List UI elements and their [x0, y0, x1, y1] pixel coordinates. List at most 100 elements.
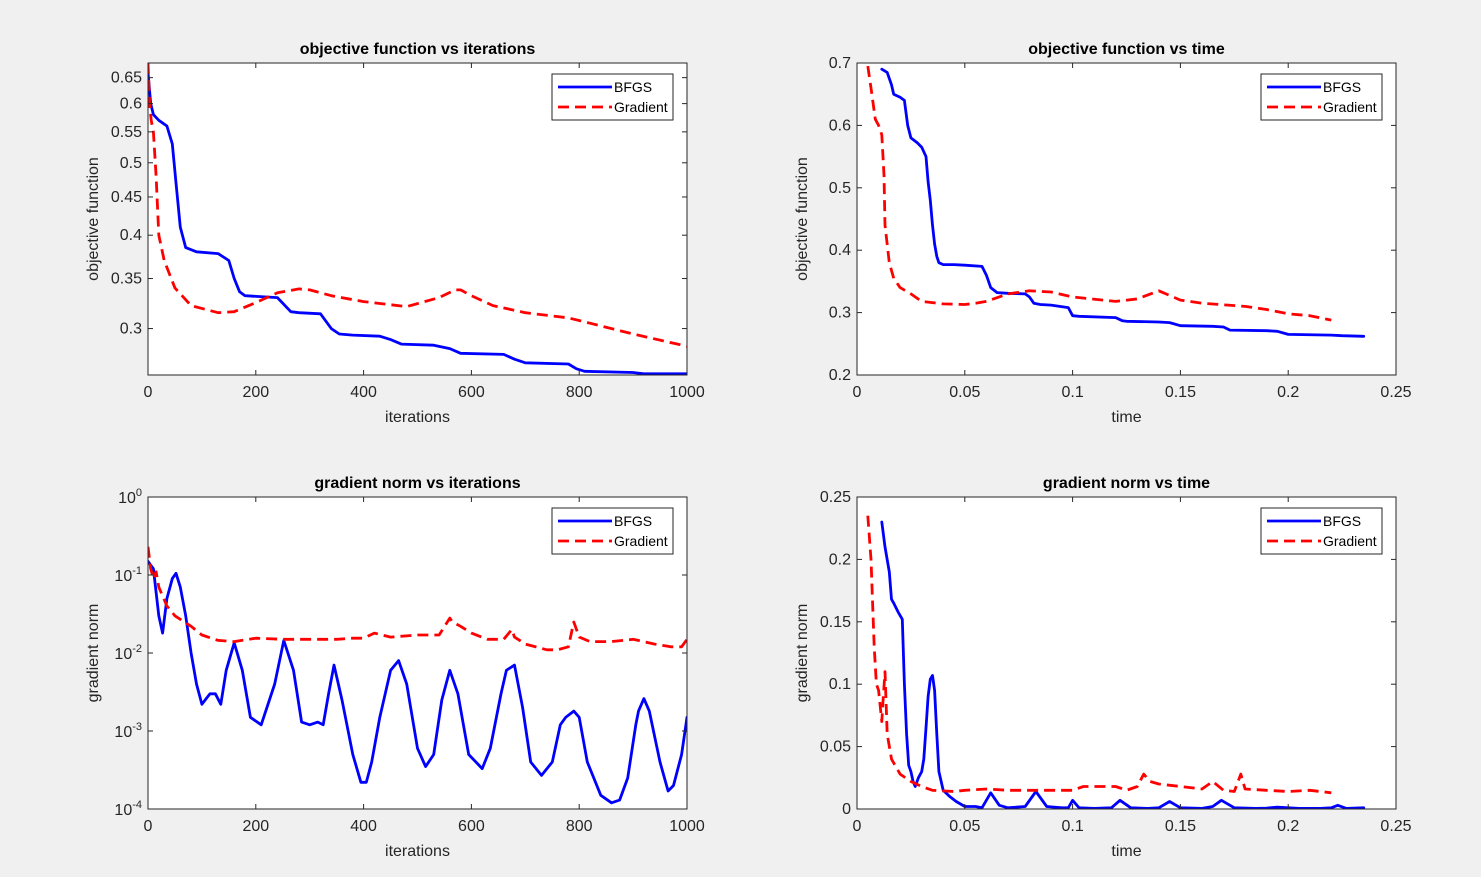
y-tick-exponent: -1 [132, 565, 142, 577]
legend-box [1260, 507, 1383, 555]
axes-box [856, 62, 1397, 376]
legend-label: BFGS [1323, 513, 1361, 529]
x-axis-label: iterations [385, 409, 450, 426]
x-tick-label: 0 [144, 384, 153, 401]
x-tick-label: 0.2 [1277, 384, 1299, 401]
y-tick-label: 10-4 [114, 799, 142, 819]
x-tick-label: 200 [242, 384, 269, 401]
legend-label: BFGS [614, 513, 652, 529]
y-axis-label: objective function [85, 157, 102, 281]
subplot-objective-vs-time: 0 0.05 0.1 0.15 0.2 0.25 0.2 0.3 0.4 0.5 0.6 0.7 obj… [794, 41, 1412, 426]
y-tick-exponent: 0 [136, 487, 142, 499]
legend: BFGS Gradient [551, 507, 674, 555]
y-tick-label: 0.2 [829, 551, 851, 568]
y-tick-label: 0.25 [820, 489, 851, 506]
y-tick-label: 0.3 [829, 305, 851, 322]
x-tick-label: 0.15 [1165, 818, 1196, 835]
legend-label: Gradient [1323, 533, 1377, 549]
y-tick-base: 10 [114, 568, 132, 585]
series-line-bfgs [880, 67, 1366, 338]
y-tick-exponent: -2 [132, 643, 142, 655]
axes-box [147, 62, 688, 376]
x-tick-label: 1000 [669, 818, 705, 835]
subplot-gradient-norm-vs-iterations: 0 200 400 600 800 100010-410-310-210-1100grad… [85, 475, 705, 860]
series-line-gradient [148, 546, 687, 652]
x-tick-label: 0 [853, 818, 862, 835]
x-tick-label: 800 [566, 818, 593, 835]
x-tick-label: 0.1 [1061, 384, 1083, 401]
x-axis-label: iterations [385, 843, 450, 860]
chart-title: objective function vs iterations [300, 41, 536, 58]
y-axis-label: gradient norm [794, 604, 811, 703]
y-tick-label: 0.1 [829, 676, 851, 693]
x-tick-label: 0 [853, 384, 862, 401]
axes-box [856, 496, 1397, 810]
series-line-gradient [866, 515, 1332, 795]
y-tick-label: 0.45 [111, 189, 142, 206]
y-tick-label: 0.7 [829, 55, 851, 72]
x-tick-label: 200 [242, 818, 269, 835]
y-tick-label: 0.05 [820, 739, 851, 756]
y-tick-label: 0.65 [111, 70, 142, 87]
y-tick-label: 0.5 [120, 155, 142, 172]
legend-box [551, 73, 674, 121]
legend: BFGS Gradient [551, 73, 674, 121]
y-tick-base: 10 [114, 646, 132, 663]
y-tick-label: 0.4 [829, 242, 851, 259]
y-axis-label: gradient norm [85, 604, 102, 703]
y-axis-label: objective function [794, 157, 811, 281]
x-tick-label: 0 [144, 818, 153, 835]
x-axis-label: time [1111, 843, 1141, 860]
series-line-bfgs [880, 520, 1366, 809]
x-axis-label: time [1111, 409, 1141, 426]
y-tick-exponent: -4 [132, 799, 142, 811]
y-tick-label: 0 [842, 801, 851, 818]
y-tick-label: 10-1 [114, 565, 142, 585]
y-tick-label: 0.5 [829, 180, 851, 197]
x-tick-label: 600 [458, 818, 485, 835]
y-tick-label: 0.6 [829, 117, 851, 134]
legend: BFGS Gradient [1260, 507, 1383, 555]
y-tick-label: 0.35 [111, 271, 142, 288]
y-tick-label: 10-2 [114, 643, 142, 663]
y-tick-base: 10 [118, 490, 136, 507]
y-tick-label: 0.3 [120, 321, 142, 338]
x-tick-label: 0.25 [1380, 818, 1411, 835]
x-tick-label: 0.05 [949, 384, 980, 401]
x-tick-label: 0.1 [1061, 818, 1083, 835]
y-tick-label: 0.6 [120, 96, 142, 113]
legend-box [551, 507, 674, 555]
series-line-bfgs [148, 559, 687, 805]
y-tick-label: 0.15 [820, 614, 851, 631]
x-tick-label: 0.05 [949, 818, 980, 835]
y-tick-label: 0.4 [120, 227, 142, 244]
y-tick-base: 10 [114, 724, 132, 741]
legend-label: Gradient [1323, 99, 1377, 115]
x-tick-label: 0.25 [1380, 384, 1411, 401]
series-line-gradient [866, 65, 1332, 322]
y-tick-label: 10-3 [114, 721, 142, 741]
y-tick-label: 0.55 [111, 124, 142, 141]
x-tick-label: 400 [350, 384, 377, 401]
x-tick-label: 0.2 [1277, 818, 1299, 835]
subplot-objective-vs-iterations: 0 200 400 600 800 1000 0.3 0.35 0.4 0.45 0.5 0.55 0.… [85, 41, 705, 426]
x-tick-label: 600 [458, 384, 485, 401]
y-tick-label: 0.2 [829, 367, 851, 384]
y-tick-base: 10 [114, 802, 132, 819]
chart-title: gradient norm vs time [1043, 475, 1210, 492]
legend: BFGS Gradient [1260, 73, 1383, 121]
legend-label: BFGS [614, 79, 652, 95]
x-tick-label: 800 [566, 384, 593, 401]
y-tick-exponent: -3 [132, 721, 142, 733]
legend-label: Gradient [614, 533, 668, 549]
series-line-gradient [148, 63, 687, 348]
legend-box [1260, 73, 1383, 121]
chart-title: gradient norm vs iterations [314, 475, 520, 492]
legend-label: BFGS [1323, 79, 1361, 95]
x-tick-label: 400 [350, 818, 377, 835]
legend-label: Gradient [614, 99, 668, 115]
subplot-gradient-norm-vs-time: 0 0.05 0.1 0.15 0.2 0.25 0 0.05 0.1 0.15 0.2 0.25 gr… [794, 475, 1412, 860]
x-tick-label: 1000 [669, 384, 705, 401]
chart-title: objective function vs time [1028, 41, 1225, 58]
